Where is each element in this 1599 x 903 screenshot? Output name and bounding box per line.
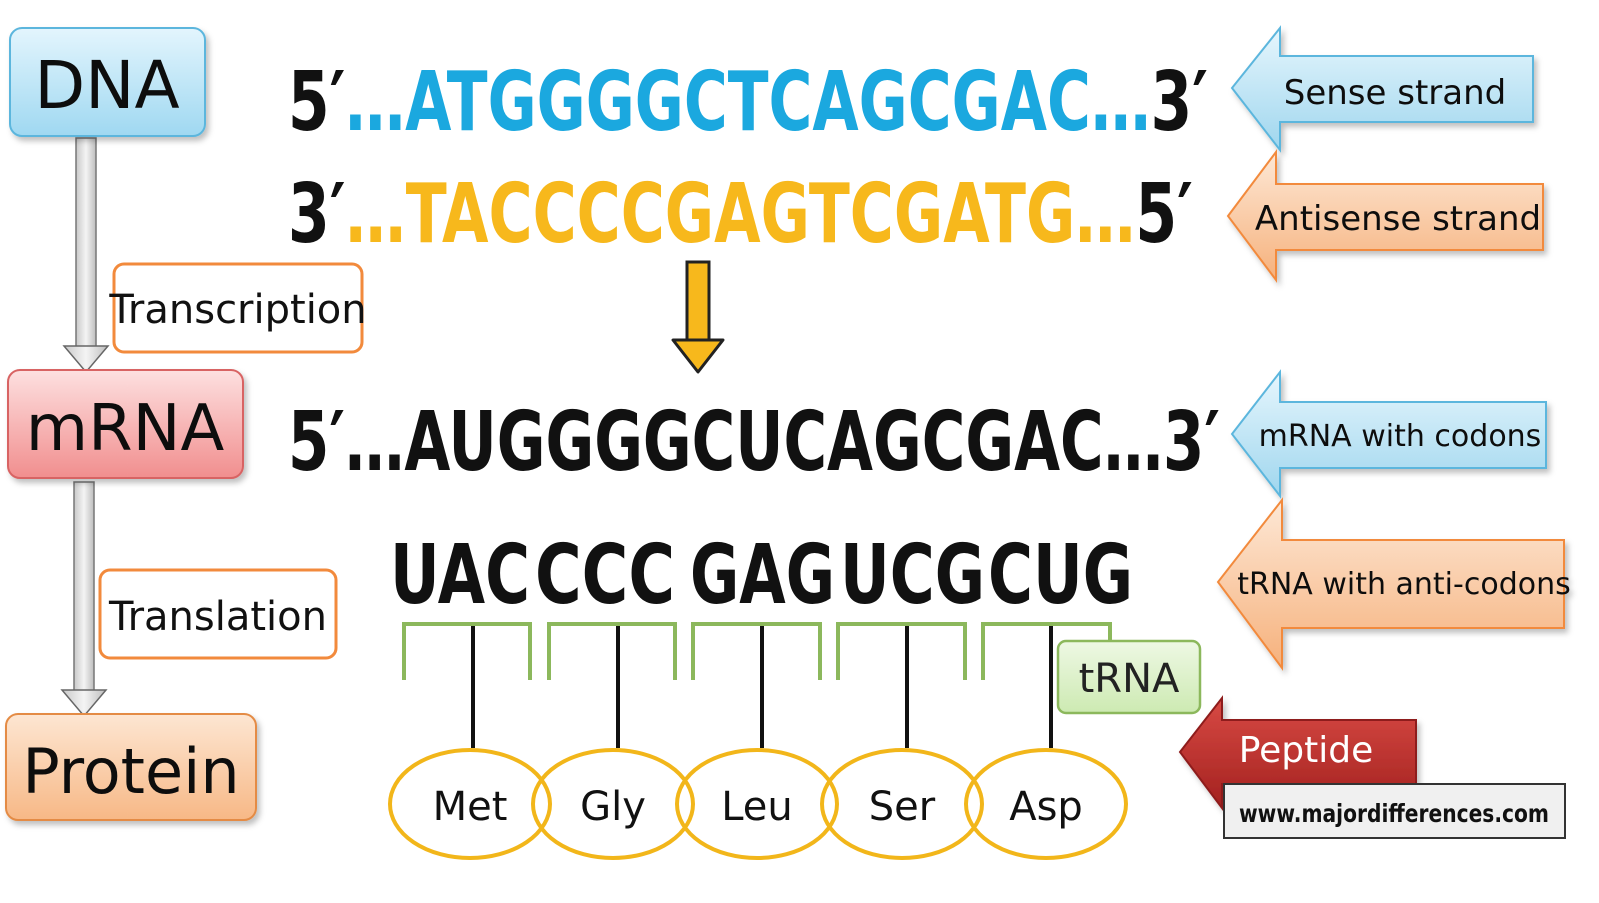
trna-label: tRNA — [1079, 656, 1180, 702]
mrna-five-prime: 5′ — [288, 395, 345, 490]
trna-brackets — [402, 622, 1112, 680]
protein-label: Protein — [22, 735, 239, 808]
mrna-codons-callout: mRNA with codons — [1230, 369, 1547, 499]
amino-acid-ellipse — [388, 748, 552, 860]
sense-three-prime: 3′ — [1151, 55, 1208, 150]
translation-label: Translation — [108, 594, 327, 640]
sense-strand-sequence: 5′…ATGGGGCTCAGCGAC…3′ — [288, 55, 1208, 150]
dna-box: DNA — [9, 27, 206, 137]
amino-acid-ellipse — [531, 748, 695, 860]
antisense-dots-right: … — [1075, 167, 1135, 262]
protein-box: Protein — [5, 713, 257, 821]
anticodon: UAC — [390, 528, 530, 623]
trna-label-box: tRNA — [1056, 639, 1202, 715]
sense-dots-right: … — [1091, 55, 1151, 150]
antisense-strand-sequence: 3′…TACCCCGAGTCGATG…5′ — [288, 167, 1193, 262]
peptide-callout: Peptide — [1178, 695, 1417, 811]
sense-dots-left: … — [345, 55, 405, 150]
antisense-five-prime: 5′ — [1135, 167, 1193, 262]
transcription-label: Transcription — [108, 287, 366, 333]
peptide-chain: Met Gly Leu Ser Asp — [388, 748, 1128, 860]
amino-acid-ellipse — [675, 748, 839, 860]
mrna-sequence: 5′…AUGGGGCUCAGCGAC…3′ — [288, 395, 1220, 490]
trna-stems — [471, 626, 1053, 748]
watermark-box: www.majordifferences.com — [1223, 783, 1566, 839]
trna-callout-label: tRNA with anti-codons — [1237, 567, 1571, 602]
amino-acid-label: Leu — [721, 784, 793, 830]
sense-seq: ATGGGGCTCAGCGAC — [405, 55, 1091, 150]
trna-anticodons-callout: tRNA with anti-codons — [1216, 497, 1571, 672]
sense-strand-callout: Sense strand — [1230, 25, 1534, 153]
mrna-three-prime: 3′ — [1163, 395, 1220, 490]
amino-acid-ellipse — [820, 748, 984, 860]
translation-box: Translation — [98, 568, 338, 660]
mrna-dots-left: … — [345, 395, 404, 490]
mrna-box: mRNA — [7, 369, 244, 479]
dna-to-mrna-arrow — [62, 137, 110, 374]
sense-five-prime: 5′ — [288, 55, 345, 150]
sense-callout-label: Sense strand — [1284, 73, 1506, 113]
anticodon: CCC — [535, 528, 675, 623]
antisense-seq: TACCCCGAGTCGATG — [406, 167, 1076, 262]
amino-acid-label: Asp — [1009, 784, 1083, 830]
antisense-strand-callout: Antisense strand — [1226, 149, 1544, 283]
antisense-three-prime: 3′ — [288, 167, 346, 262]
transcription-box: Transcription — [108, 262, 367, 354]
anticodon: GAG — [690, 528, 835, 623]
trna-anticodons: UAC CCC GAG UCG CUG — [390, 528, 1133, 623]
amino-acid-label: Ser — [869, 784, 936, 830]
amino-acid-label: Met — [433, 784, 508, 830]
mrna-seq: AUGGGGCUCAGCGAC — [404, 395, 1103, 490]
anticodon: CUG — [988, 528, 1133, 623]
transcription-down-arrow — [671, 260, 725, 374]
peptide-callout-label: Peptide — [1239, 730, 1374, 771]
anticodon: UCG — [840, 528, 985, 623]
mrna-dots-right: … — [1104, 395, 1163, 490]
mrna-callout-label: mRNA with codons — [1259, 419, 1542, 454]
antisense-callout-label: Antisense strand — [1255, 199, 1541, 239]
mrna-to-protein-arrow — [60, 481, 108, 718]
amino-acid-ellipse — [964, 748, 1128, 860]
mrna-label: mRNA — [26, 392, 225, 466]
dna-label: DNA — [34, 47, 179, 124]
amino-acid-label: Gly — [580, 784, 646, 830]
antisense-dots-left: … — [346, 167, 406, 262]
watermark-text: www.majordifferences.com — [1239, 799, 1549, 828]
